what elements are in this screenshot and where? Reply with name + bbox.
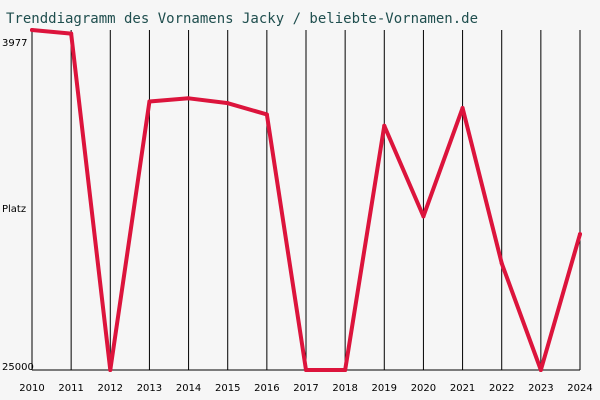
chart-title: Trenddiagramm des Vornamens Jacky / beli… — [6, 11, 478, 27]
x-tick-2013: 2013 — [137, 383, 162, 394]
y-tick-bottom: 25000 — [2, 362, 34, 373]
tick-labels: 2010 2011 2012 2013 2014 2015 2016 2017 2018 2019… — [2, 38, 593, 394]
data-point-2011 — [69, 31, 74, 36]
data-point-2019 — [382, 123, 387, 128]
x-tick-2017: 2017 — [293, 383, 318, 394]
x-tick-2010: 2010 — [19, 383, 44, 394]
y-tick-top: 3977 — [2, 38, 27, 49]
data-point-2015 — [225, 101, 230, 106]
x-tick-2022: 2022 — [489, 383, 514, 394]
data-point-2017 — [304, 368, 308, 372]
data-point-2024 — [578, 232, 582, 237]
data-point-2010 — [30, 28, 34, 32]
data-point-2013 — [147, 99, 152, 104]
data-point-2021 — [460, 106, 465, 111]
x-tick-2014: 2014 — [176, 383, 201, 394]
series-group — [30, 28, 582, 372]
data-point-2014 — [186, 96, 191, 101]
x-tick-2024: 2024 — [567, 383, 592, 394]
data-point-2022 — [499, 261, 504, 266]
data-point-2020 — [421, 214, 426, 219]
x-tick-2019: 2019 — [372, 383, 397, 394]
data-point-2016 — [264, 112, 269, 117]
x-tick-2015: 2015 — [215, 383, 240, 394]
data-point-2018 — [343, 368, 348, 372]
x-tick-2011: 2011 — [58, 383, 83, 394]
grid-lines — [31, 30, 581, 370]
x-tick-2020: 2020 — [411, 383, 436, 394]
x-tick-2021: 2021 — [450, 383, 475, 394]
x-tick-2018: 2018 — [332, 383, 357, 394]
x-tick-2023: 2023 — [528, 383, 553, 394]
y-axis-label: Platz — [2, 204, 26, 215]
data-point-2023 — [538, 368, 543, 372]
data-point-2012 — [108, 368, 113, 372]
x-tick-2016: 2016 — [254, 383, 279, 394]
x-tick-2012: 2012 — [98, 383, 123, 394]
